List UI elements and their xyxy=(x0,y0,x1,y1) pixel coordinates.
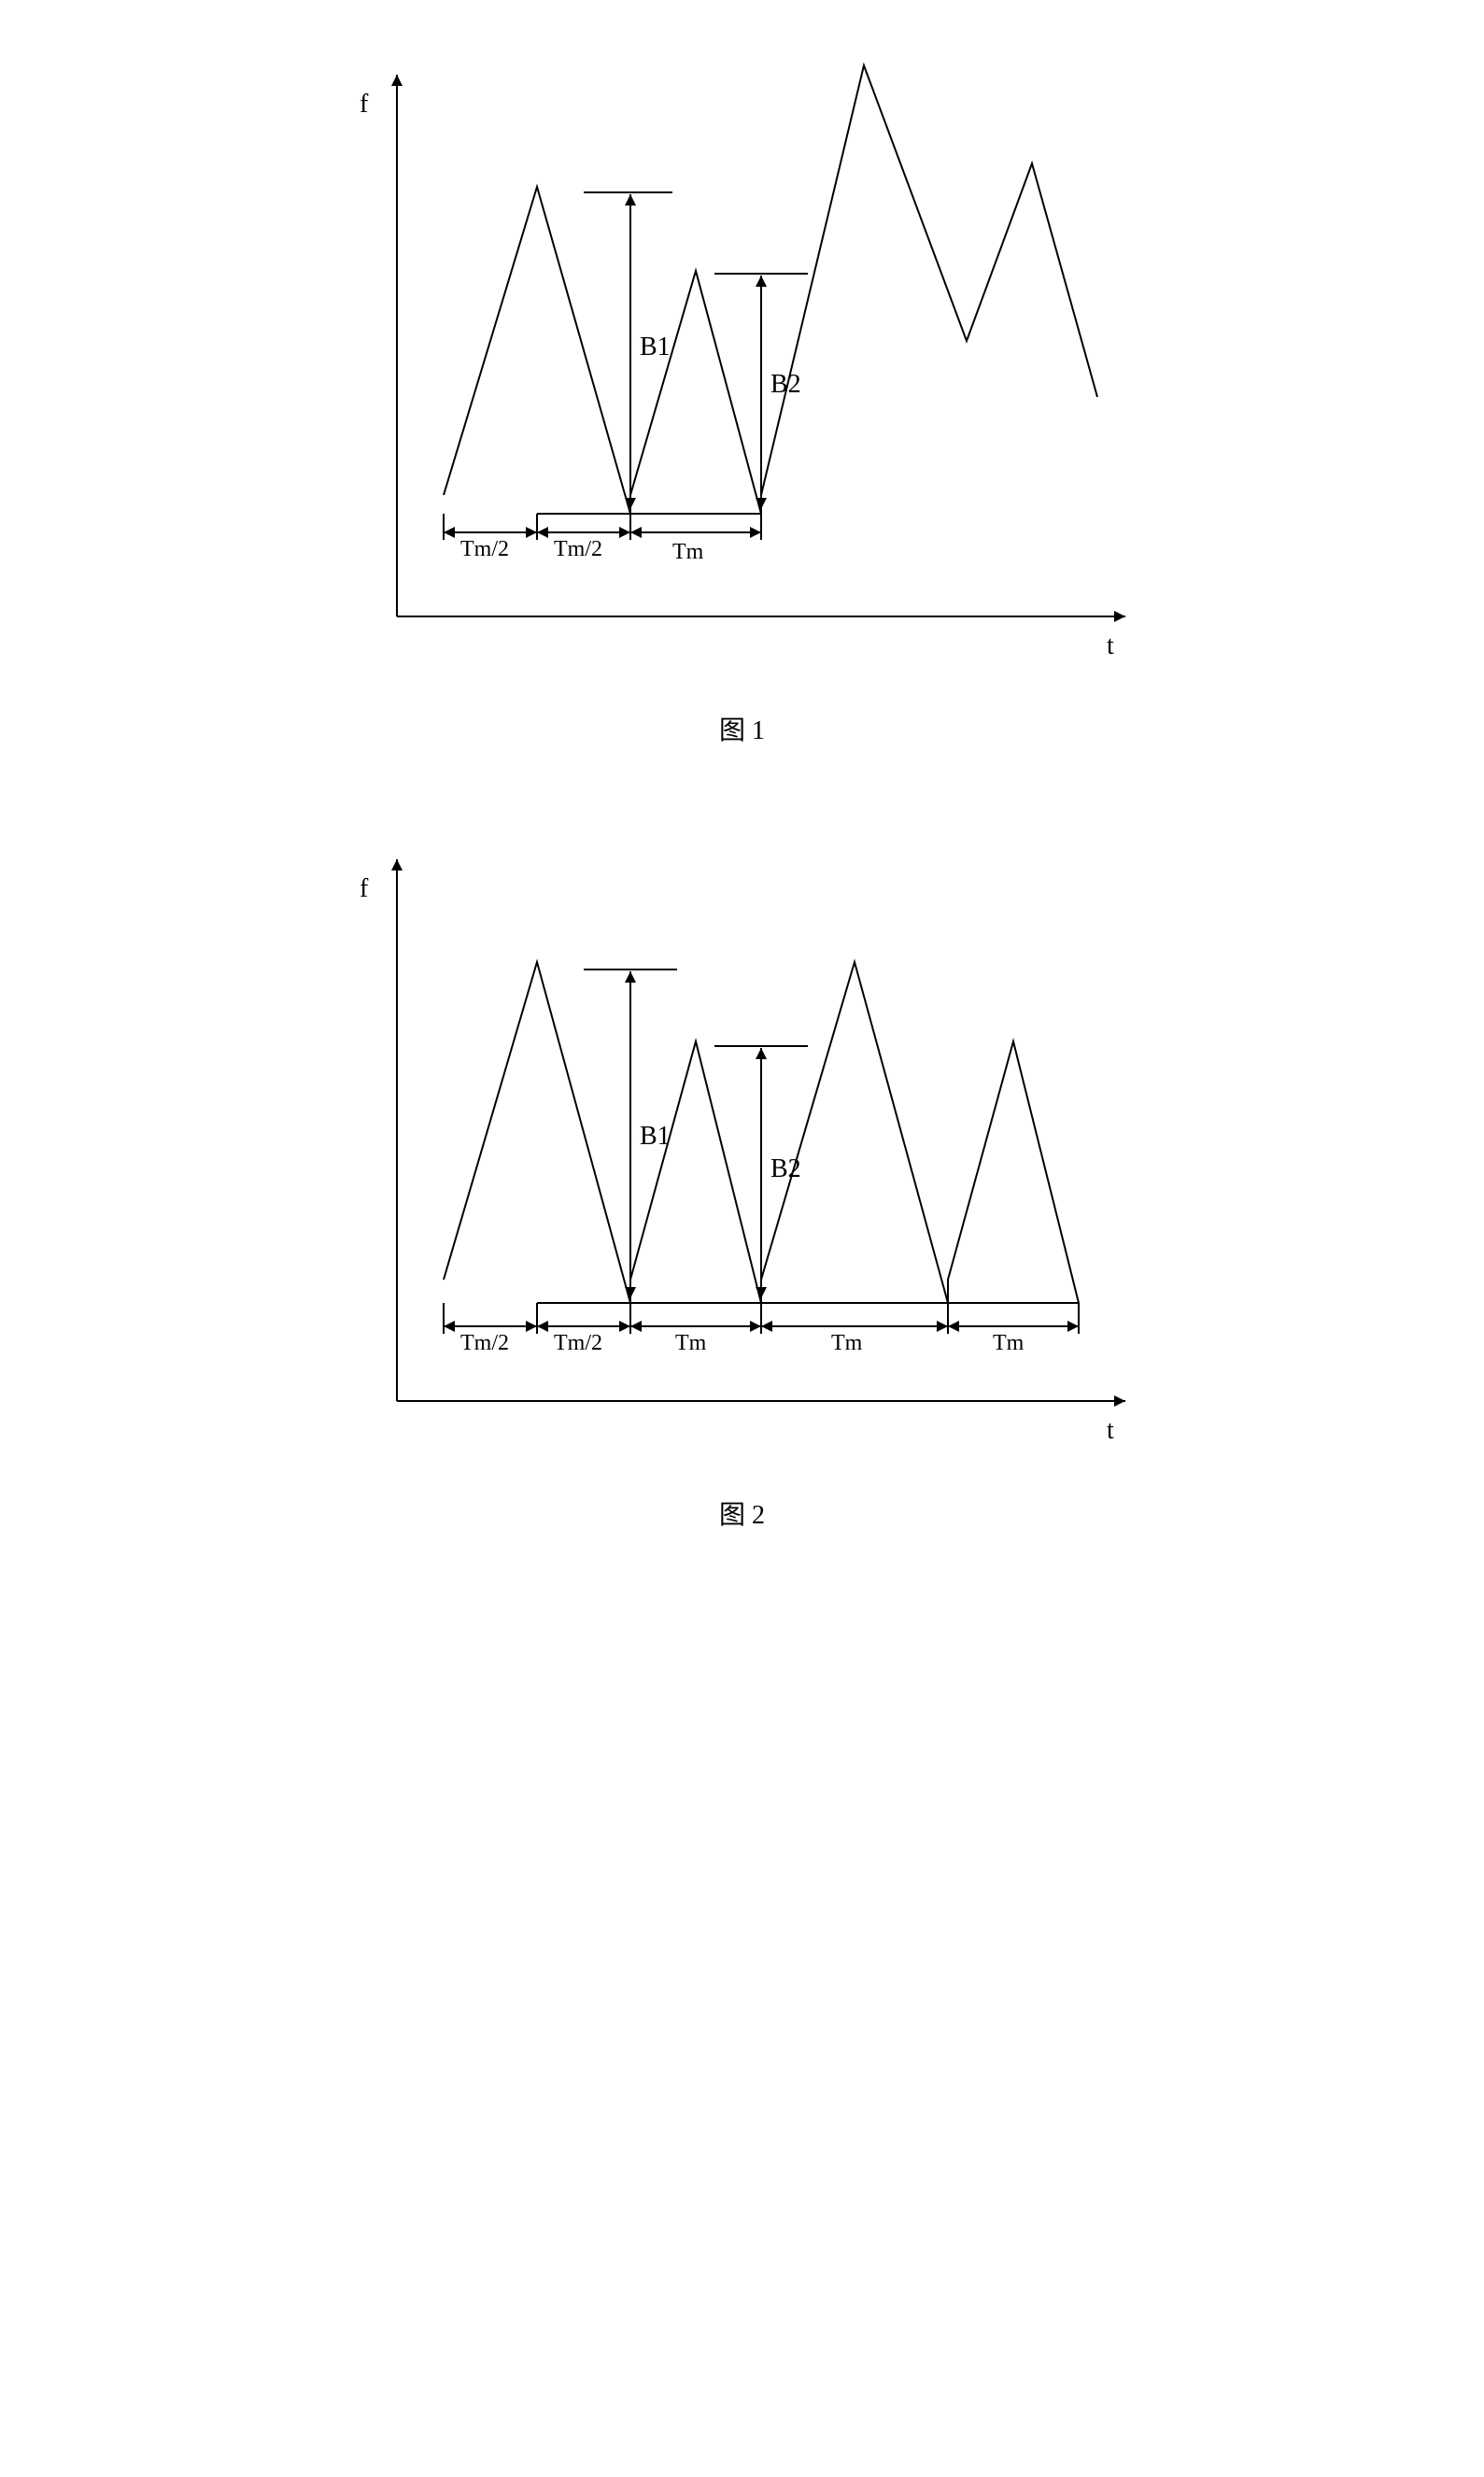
svg-text:B1: B1 xyxy=(640,1122,671,1151)
figure-1-svg: f t B1 B2 Tm/2 Tm/2 Tm xyxy=(322,37,1163,691)
svg-text:t: t xyxy=(1107,1416,1114,1445)
svg-text:Tm/2: Tm/2 xyxy=(460,1331,509,1355)
svg-text:f: f xyxy=(360,874,369,903)
svg-text:B2: B2 xyxy=(770,1154,801,1183)
svg-text:f: f xyxy=(360,90,369,119)
svg-text:B1: B1 xyxy=(640,333,671,361)
figure-1-caption: 图 1 xyxy=(37,710,1447,747)
svg-text:Tm/2: Tm/2 xyxy=(460,537,509,561)
svg-text:B2: B2 xyxy=(770,370,801,399)
svg-text:Tm: Tm xyxy=(675,1331,707,1355)
svg-text:t: t xyxy=(1107,631,1114,660)
figure-2-svg: f t B1 B2 Tm/2 Tm/2 Tm Tm Tm xyxy=(322,822,1163,1476)
svg-text:Tm: Tm xyxy=(831,1331,863,1355)
figure-2: f t B1 B2 Tm/2 Tm/2 Tm Tm Tm 图 2 xyxy=(37,822,1447,1532)
svg-text:Tm/2: Tm/2 xyxy=(554,1331,602,1355)
svg-text:Tm: Tm xyxy=(672,540,704,564)
svg-text:Tm: Tm xyxy=(993,1331,1025,1355)
svg-text:Tm/2: Tm/2 xyxy=(554,537,602,561)
figure-2-caption: 图 2 xyxy=(37,1494,1447,1532)
figure-1: f t B1 B2 Tm/2 Tm/2 Tm 图 1 xyxy=(37,37,1447,747)
